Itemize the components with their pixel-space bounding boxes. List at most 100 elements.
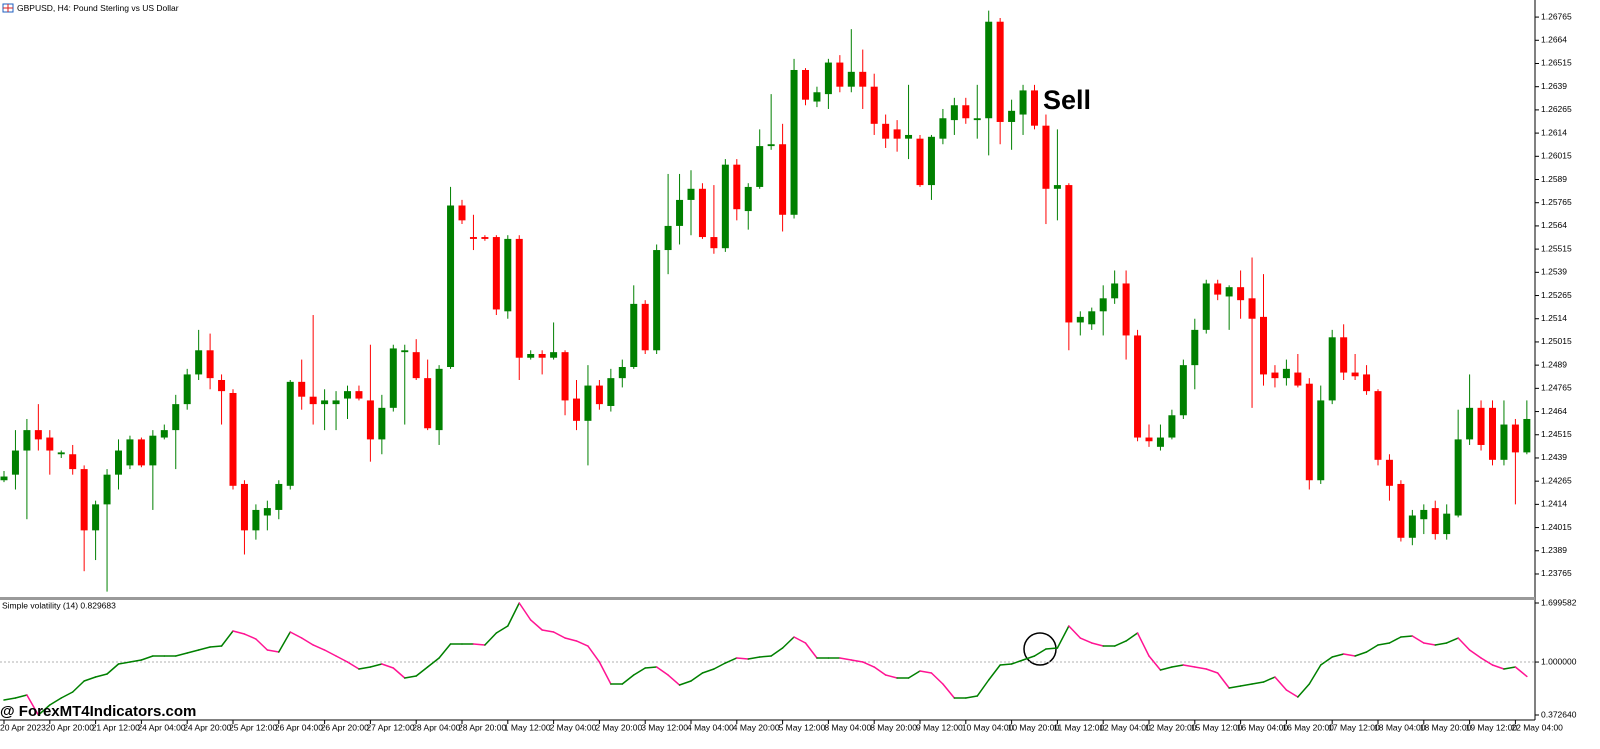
line-segment xyxy=(1457,637,1471,651)
candle-body xyxy=(229,392,237,486)
line-segment xyxy=(552,631,566,639)
line-segment xyxy=(965,695,978,699)
candle-body xyxy=(515,238,523,358)
y-tick-label: 1.2489 xyxy=(1541,359,1567,369)
candle-body xyxy=(469,237,477,239)
candle-body xyxy=(1328,337,1336,401)
line-segment xyxy=(1503,666,1517,670)
line-segment xyxy=(1308,664,1322,685)
line-segment xyxy=(1125,632,1139,642)
candle-body xyxy=(206,350,214,379)
candle-body xyxy=(1156,437,1164,447)
candle-body xyxy=(1385,459,1393,486)
x-tick-label: 20 Apr 20:00 xyxy=(46,722,94,732)
x-tick-label: 15 May 12:00 xyxy=(1191,722,1243,732)
candle-body xyxy=(1294,372,1302,386)
candle-body xyxy=(103,474,111,505)
candle-body xyxy=(1500,424,1508,460)
candle-body xyxy=(1511,424,1519,453)
line-segment xyxy=(598,661,612,685)
x-tick-label: 4 May 04:00 xyxy=(687,722,734,732)
candle-body xyxy=(286,381,294,486)
line-segment xyxy=(839,657,853,661)
line-segment xyxy=(369,663,383,668)
candle-body xyxy=(916,138,924,186)
line-segment xyxy=(678,680,692,686)
line-segment xyxy=(1113,640,1127,647)
indicator-title: Simple volatility (14) 0.829683 xyxy=(2,600,116,610)
candle-body xyxy=(756,146,764,187)
line-segment xyxy=(1148,655,1162,671)
candle-body xyxy=(412,352,420,379)
chart-title: GBPUSD, H4: Pound Sterling vs US Dollar xyxy=(17,3,179,13)
x-tick-label: 12 May 04:00 xyxy=(1099,722,1151,732)
candle-body xyxy=(1042,125,1050,189)
candle-body xyxy=(1523,418,1531,453)
line-segment xyxy=(1182,664,1196,668)
candle-body xyxy=(1214,283,1222,295)
line-segment xyxy=(243,633,257,640)
line-segment xyxy=(987,664,1001,681)
candle-body xyxy=(973,118,981,121)
candle-body xyxy=(1248,298,1256,319)
y-tick-label: 1.23765 xyxy=(1541,568,1572,578)
y-tick-label: 1.2614 xyxy=(1541,127,1567,137)
line-segment xyxy=(1010,659,1024,665)
candle-body xyxy=(57,452,65,455)
y-tick-label: 1.25765 xyxy=(1541,197,1572,207)
line-segment xyxy=(713,662,727,670)
line-segment xyxy=(220,630,234,647)
candle-body xyxy=(527,354,535,358)
line-segment xyxy=(804,642,818,659)
line-segment xyxy=(884,674,898,679)
candle-body xyxy=(985,21,993,119)
line-segment xyxy=(426,657,440,668)
candle-body xyxy=(595,385,603,405)
candle-body xyxy=(824,62,832,95)
candle-body xyxy=(847,71,855,87)
line-segment xyxy=(724,657,738,664)
line-segment xyxy=(266,649,280,653)
candle-body xyxy=(389,348,397,408)
candle-body xyxy=(1179,365,1187,416)
y-tick-label: 1.2414 xyxy=(1541,499,1567,509)
candle-body xyxy=(550,352,558,358)
line-segment xyxy=(255,638,269,651)
line-segment xyxy=(1033,648,1047,657)
y-tick-label: 1.25265 xyxy=(1541,290,1572,300)
candle-body xyxy=(1237,287,1245,301)
line-segment xyxy=(907,670,921,679)
line-segment xyxy=(472,643,486,646)
line-segment xyxy=(117,661,131,665)
candle-body xyxy=(11,450,19,475)
candle-body xyxy=(1053,185,1061,189)
candle-body xyxy=(1134,335,1142,438)
candle-body xyxy=(802,69,809,100)
candle-body xyxy=(275,483,283,510)
line-segment xyxy=(942,683,956,699)
candle-body xyxy=(1019,90,1027,115)
candle-body xyxy=(584,385,592,421)
line-segment xyxy=(83,676,97,682)
line-segment xyxy=(1239,683,1253,687)
candle-body xyxy=(46,437,54,451)
x-tick-label: 17 May 12:00 xyxy=(1328,722,1380,732)
candle-body xyxy=(115,450,122,475)
x-tick-label: 21 Apr 12:00 xyxy=(92,722,140,732)
candle-body xyxy=(870,86,878,124)
x-tick-label: 11 May 12:00 xyxy=(1053,722,1104,732)
candle-body xyxy=(607,378,615,406)
line-segment xyxy=(484,632,498,646)
line-segment xyxy=(1411,635,1425,644)
panel-separator xyxy=(0,597,1535,600)
line-segment xyxy=(850,659,864,663)
candle-body xyxy=(939,118,947,139)
candle-body xyxy=(92,504,100,531)
line-segment xyxy=(655,666,669,676)
y-tick-label: 0.372640 xyxy=(1541,709,1577,719)
x-tick-label: 22 May 04:00 xyxy=(1511,722,1563,732)
line-segment xyxy=(529,619,543,631)
line-segment xyxy=(438,643,452,659)
line-segment xyxy=(415,666,429,677)
line-segment xyxy=(587,645,601,663)
